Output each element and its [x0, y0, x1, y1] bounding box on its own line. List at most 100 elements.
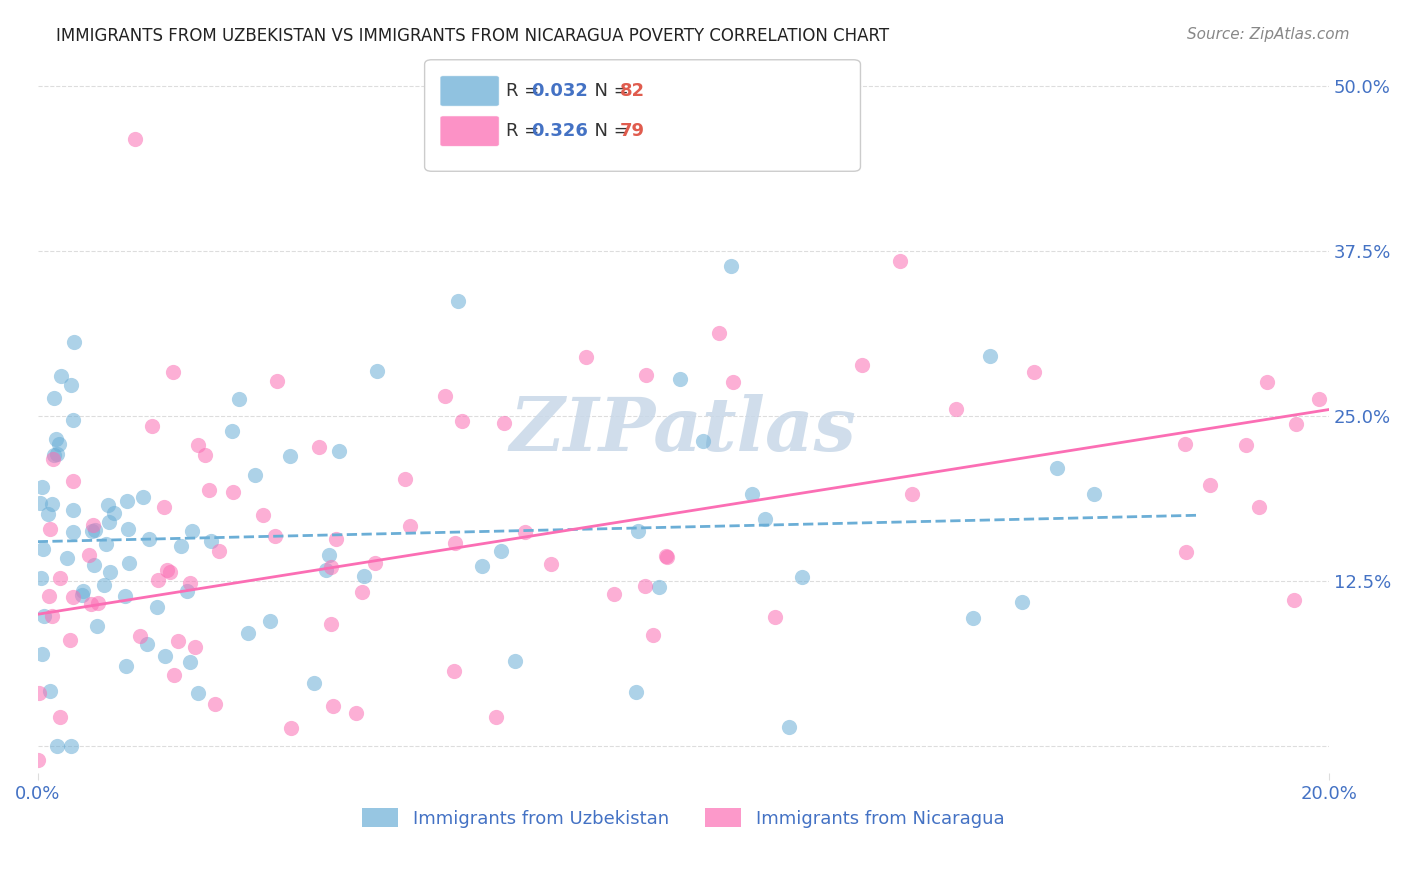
Point — [97, 515, 120, 529]
Point — [62, 590, 84, 604]
Point — [162, 365, 184, 379]
Point — [602, 587, 624, 601]
Point — [176, 584, 198, 599]
Point — [252, 508, 274, 522]
Point — [723, 375, 745, 389]
Point — [513, 524, 536, 539]
Point — [86, 618, 108, 632]
Point — [87, 596, 110, 610]
Point — [643, 628, 665, 642]
Point — [1249, 500, 1271, 514]
Point — [352, 585, 374, 599]
Point — [28, 686, 51, 700]
Point — [447, 293, 470, 308]
Point — [657, 550, 679, 565]
Text: 82: 82 — [620, 82, 645, 100]
Point — [146, 573, 169, 587]
Point — [184, 640, 207, 655]
Point — [82, 524, 104, 538]
Point — [60, 739, 83, 754]
Point — [70, 588, 93, 602]
Point — [62, 502, 84, 516]
Point — [41, 608, 63, 623]
Point — [32, 542, 55, 557]
Point — [344, 706, 367, 720]
Point — [152, 500, 174, 514]
Point — [228, 392, 250, 406]
Point — [280, 722, 302, 736]
Point — [59, 633, 82, 648]
Point — [32, 608, 55, 623]
Point — [278, 450, 301, 464]
Text: R =: R = — [506, 122, 546, 140]
Point — [741, 486, 763, 500]
Point — [98, 565, 121, 579]
Point — [97, 498, 120, 512]
Point — [792, 570, 814, 584]
Point — [49, 368, 72, 383]
Point — [39, 522, 62, 536]
Point — [163, 668, 186, 682]
Point — [42, 391, 65, 405]
Point — [763, 610, 786, 624]
Point — [49, 710, 72, 724]
Text: 79: 79 — [620, 122, 645, 140]
Point — [138, 532, 160, 546]
Point — [84, 523, 107, 537]
Point — [30, 571, 52, 585]
Text: N =: N = — [583, 122, 636, 140]
Point — [60, 377, 83, 392]
Point — [77, 549, 100, 563]
Point — [63, 334, 86, 349]
Point — [37, 507, 59, 521]
Point — [96, 537, 118, 551]
Point — [103, 506, 125, 520]
Point — [945, 401, 967, 416]
Point — [187, 437, 209, 451]
Text: 0.032: 0.032 — [531, 82, 588, 100]
Point — [141, 418, 163, 433]
Point — [39, 684, 62, 698]
Point — [321, 616, 343, 631]
Point — [222, 484, 245, 499]
Point — [1175, 545, 1198, 559]
Point — [494, 416, 516, 430]
Point — [236, 626, 259, 640]
Point — [124, 132, 146, 146]
Point — [627, 524, 650, 538]
Point — [198, 483, 221, 498]
Point — [129, 629, 152, 643]
Point — [1024, 365, 1046, 379]
Point — [42, 452, 65, 467]
Point — [170, 539, 193, 553]
Text: R =: R = — [506, 82, 546, 100]
Point — [27, 752, 49, 766]
Point — [1285, 417, 1308, 432]
Point — [692, 434, 714, 448]
Point — [778, 720, 800, 734]
Point — [80, 597, 103, 611]
Point — [451, 414, 474, 428]
Point — [720, 259, 742, 273]
Point — [180, 524, 202, 538]
Point — [200, 534, 222, 549]
Point — [62, 524, 84, 539]
Point — [221, 424, 243, 438]
Point — [153, 648, 176, 663]
Point — [1174, 437, 1197, 451]
Point — [115, 494, 138, 508]
Point — [1282, 592, 1305, 607]
Point — [399, 519, 422, 533]
Point — [46, 739, 69, 754]
Point — [322, 699, 344, 714]
Point — [187, 685, 209, 699]
Point — [308, 440, 330, 454]
Legend: Immigrants from Uzbekistan, Immigrants from Nicaragua: Immigrants from Uzbekistan, Immigrants f… — [356, 801, 1011, 835]
Point — [245, 467, 267, 482]
Point — [1234, 437, 1257, 451]
Point — [132, 490, 155, 504]
Point — [901, 487, 924, 501]
Point — [264, 529, 287, 543]
Text: 0.326: 0.326 — [531, 122, 588, 140]
Point — [114, 589, 136, 603]
